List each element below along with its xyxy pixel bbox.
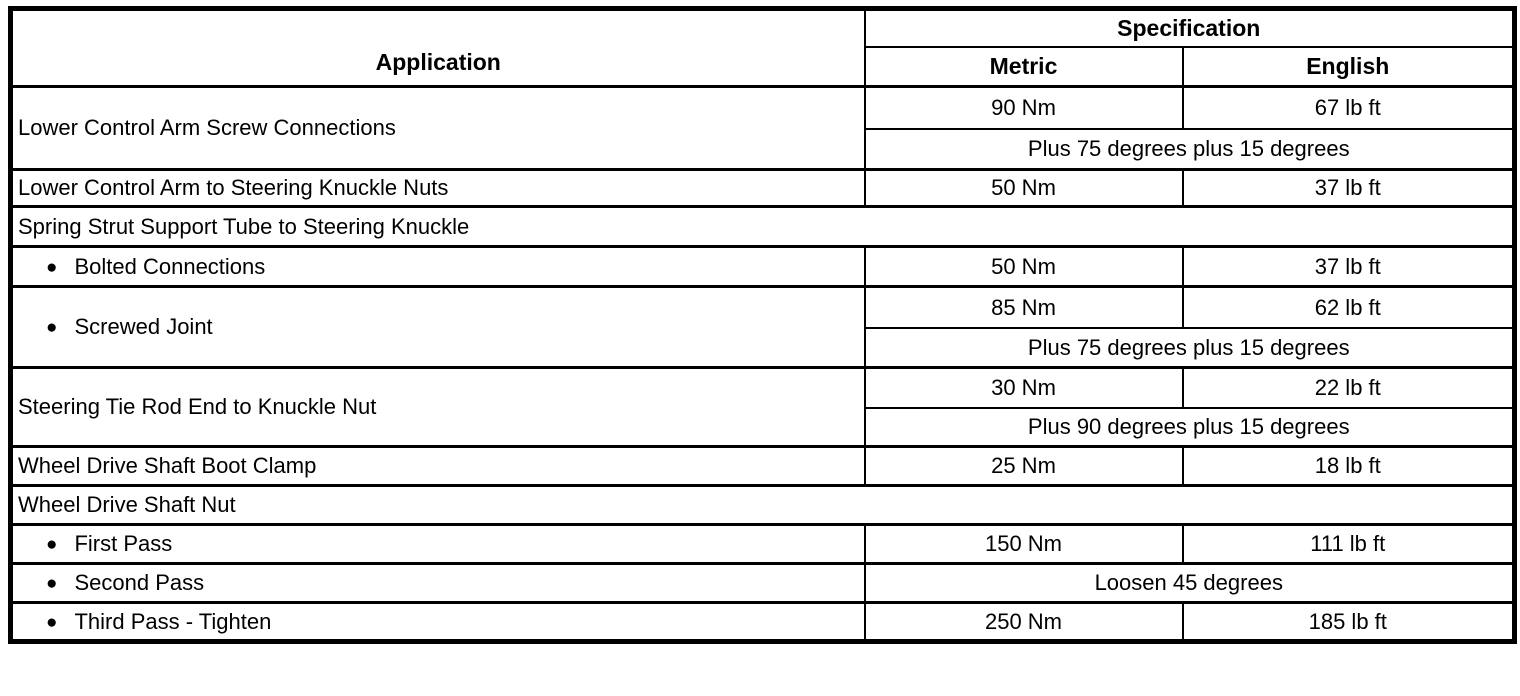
extra-spec-cell: Plus 75 degrees plus 15 degrees <box>863 326 1516 369</box>
table-row: Plus 90 degrees plus 15 degrees <box>11 406 1516 448</box>
header-row-specification: Application Specification <box>9 7 1516 88</box>
bullet-icon: ● <box>46 256 58 278</box>
extra-spec-cell: Plus 90 degrees plus 15 degrees <box>863 406 1516 448</box>
column-header-english: English <box>1181 45 1516 88</box>
metric-value-cell: 30 Nm <box>863 366 1184 409</box>
english-value-cell: 62 lb ft <box>1181 285 1516 329</box>
table-row: Lower Control Arm Screw Connections 90 N… <box>9 85 1516 171</box>
application-cell: ● Bolted Connections <box>9 245 866 288</box>
table-row: ● Screwed Joint 85 Nm 62 lb ft <box>9 285 1516 369</box>
section-title-cell: Spring Strut Support Tube to Steering Kn… <box>9 205 1516 248</box>
english-value-cell: 111 lb ft <box>1181 523 1516 565</box>
metric-value-cell: 250 Nm <box>863 601 1184 643</box>
table-row: ● Bolted Connections 50 Nm 37 lb ft <box>9 245 1516 288</box>
application-cell: ● Screwed Joint <box>9 285 866 369</box>
table-row: Wheel Drive Shaft Boot Clamp 25 Nm 18 lb… <box>9 445 1516 487</box>
table-row: Steering Tie Rod End to Knuckle Nut 30 N… <box>9 366 1516 448</box>
table-row: ● Third Pass - Tighten 250 Nm 185 lb ft <box>9 601 1516 643</box>
metric-value-cell: 50 Nm <box>863 245 1184 288</box>
table-row: ● Second Pass Loosen 45 degrees <box>9 562 1516 604</box>
english-value-cell: 67 lb ft <box>1181 85 1516 130</box>
column-header-metric: Metric <box>863 45 1184 88</box>
table-row: Plus 75 degrees plus 15 degrees <box>11 127 1516 171</box>
section-title-cell: Wheel Drive Shaft Nut <box>9 484 1516 526</box>
application-cell: Lower Control Arm to Steering Knuckle Nu… <box>9 168 866 208</box>
application-label: Second Pass <box>74 570 205 596</box>
table-row: ● First Pass 150 Nm 111 lb ft <box>9 523 1516 565</box>
table-row: Plus 75 degrees plus 15 degrees <box>11 326 1516 369</box>
bullet-icon: ● <box>46 573 58 595</box>
application-cell: ● Third Pass - Tighten <box>9 601 866 643</box>
application-label: Bolted Connections <box>74 253 266 279</box>
table-row: Lower Control Arm to Steering Knuckle Nu… <box>9 168 1516 208</box>
application-cell: ● Second Pass <box>9 562 866 604</box>
bullet-icon: ● <box>46 611 58 633</box>
extra-spec-cell: Plus 75 degrees plus 15 degrees <box>863 127 1516 171</box>
column-header-specification: Specification <box>863 7 1516 48</box>
application-cell: Wheel Drive Shaft Boot Clamp <box>9 445 866 487</box>
metric-value-cell: 90 Nm <box>863 85 1184 130</box>
section-row: Spring Strut Support Tube to Steering Kn… <box>9 205 1516 248</box>
application-cell: ● First Pass <box>9 523 866 565</box>
metric-value-cell: 85 Nm <box>863 285 1184 329</box>
application-cell: Steering Tie Rod End to Knuckle Nut <box>9 366 866 448</box>
english-value-cell: 185 lb ft <box>1181 601 1516 643</box>
column-header-application: Application <box>9 7 866 88</box>
bullet-icon: ● <box>46 317 58 339</box>
application-cell: Lower Control Arm Screw Connections <box>9 85 866 171</box>
application-label: Screwed Joint <box>74 314 213 340</box>
english-value-cell: 37 lb ft <box>1181 245 1516 288</box>
torque-specifications-table: Application Specification Metric English… <box>8 6 1517 644</box>
spanned-spec-cell: Loosen 45 degrees <box>863 562 1516 604</box>
english-value-cell: 18 lb ft <box>1181 445 1516 487</box>
header-row-units: Metric English <box>11 45 1516 88</box>
metric-value-cell: 50 Nm <box>863 168 1184 208</box>
application-label: Third Pass - Tighten <box>74 608 272 634</box>
application-label: First Pass <box>74 531 173 557</box>
english-value-cell: 22 lb ft <box>1181 366 1516 409</box>
metric-value-cell: 25 Nm <box>863 445 1184 487</box>
section-row: Wheel Drive Shaft Nut <box>9 484 1516 526</box>
english-value-cell: 37 lb ft <box>1181 168 1516 208</box>
metric-value-cell: 150 Nm <box>863 523 1184 565</box>
bullet-icon: ● <box>46 534 58 556</box>
